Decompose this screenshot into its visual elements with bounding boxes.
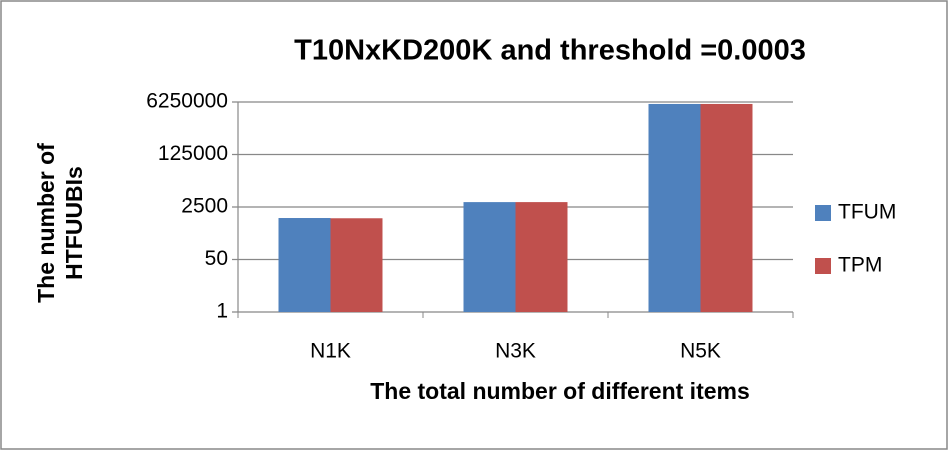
y-tick-label: 50 [205,247,228,270]
y-tick-label: 6250000 [146,90,228,113]
chart-title: T10NxKD200K and threshold =0.0003 [294,35,806,67]
legend-swatch [815,258,831,274]
bar [330,218,383,312]
x-tick-label: N3K [495,340,536,363]
bar [648,103,701,312]
legend-label: TPM [838,254,882,277]
y-axis-title: The number of HTFUUBIs [33,143,87,303]
x-tick-label: N5K [680,340,721,363]
x-tick-label: N1K [310,340,351,363]
y-tick-label: 125000 [158,142,228,165]
bar [463,202,516,312]
bar [700,103,753,312]
bar [278,218,331,312]
legend-swatch [815,205,831,221]
y-tick-label: 1 [216,300,228,323]
legend-label: TFUM [838,201,896,224]
bar [515,202,568,312]
x-axis-title: The total number of different items [370,378,750,404]
y-tick-label: 2500 [181,195,228,218]
